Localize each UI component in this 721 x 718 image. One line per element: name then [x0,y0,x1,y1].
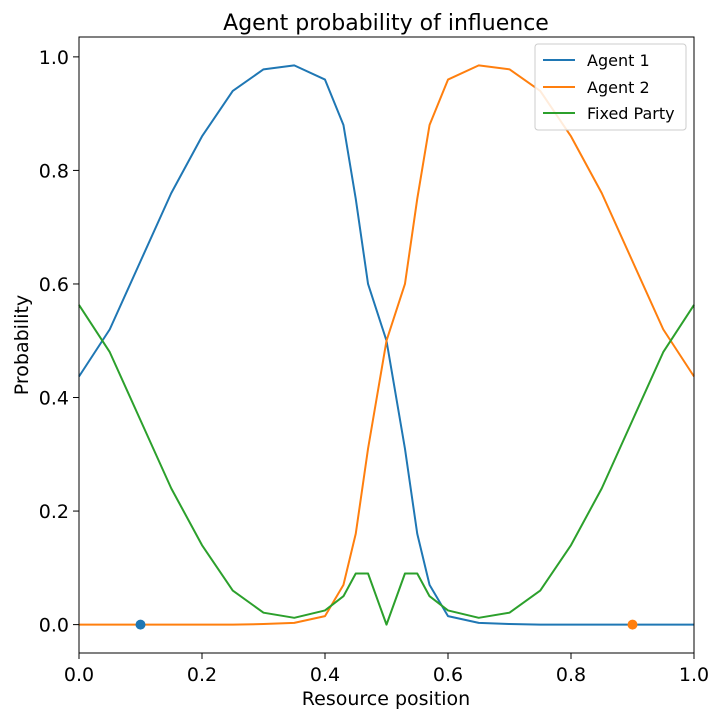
series-line-agent-2 [79,64,695,626]
legend-label-fixed-party: Fixed Party [587,104,675,123]
x-tick-label: 0.8 [556,664,586,686]
points-layer [135,619,638,630]
legend-label-agent-2: Agent 2 [587,78,650,97]
plot-area [78,36,695,654]
data-point-2 [627,619,638,630]
y-tick-label: 0.2 [39,501,69,523]
y-tick-label: 0.4 [39,388,69,410]
y-tick-label: 0.6 [39,274,69,296]
x-tick-label: 0.4 [310,664,340,686]
x-axis-label: Resource position [302,688,470,710]
x-axis-ticks: 0.0 0.2 0.4 0.6 0.8 1.0 [64,653,709,686]
legend-box [534,43,687,131]
x-tick-label: 0.6 [433,664,463,686]
series-layer [78,64,695,626]
chart-title: Agent probability of influence [223,11,549,36]
legend-label-agent-1: Agent 1 [587,51,650,70]
data-point-1 [135,619,146,630]
x-tick-label: 0.2 [187,664,217,686]
legend: Agent 1 Agent 2 Fixed Party [534,43,687,131]
y-tick-label: 0.8 [39,160,69,182]
y-axis-label: Probability [11,295,33,395]
y-tick-label: 0.0 [39,615,69,637]
x-tick-label: 1.0 [679,664,709,686]
series-line-fixed-party [78,304,695,626]
y-tick-label: 1.0 [39,47,69,69]
y-axis-ticks: 0.0 0.2 0.4 0.6 0.8 1.0 [39,47,79,637]
x-tick-label: 0.0 [64,664,94,686]
plot-frame [78,36,695,654]
